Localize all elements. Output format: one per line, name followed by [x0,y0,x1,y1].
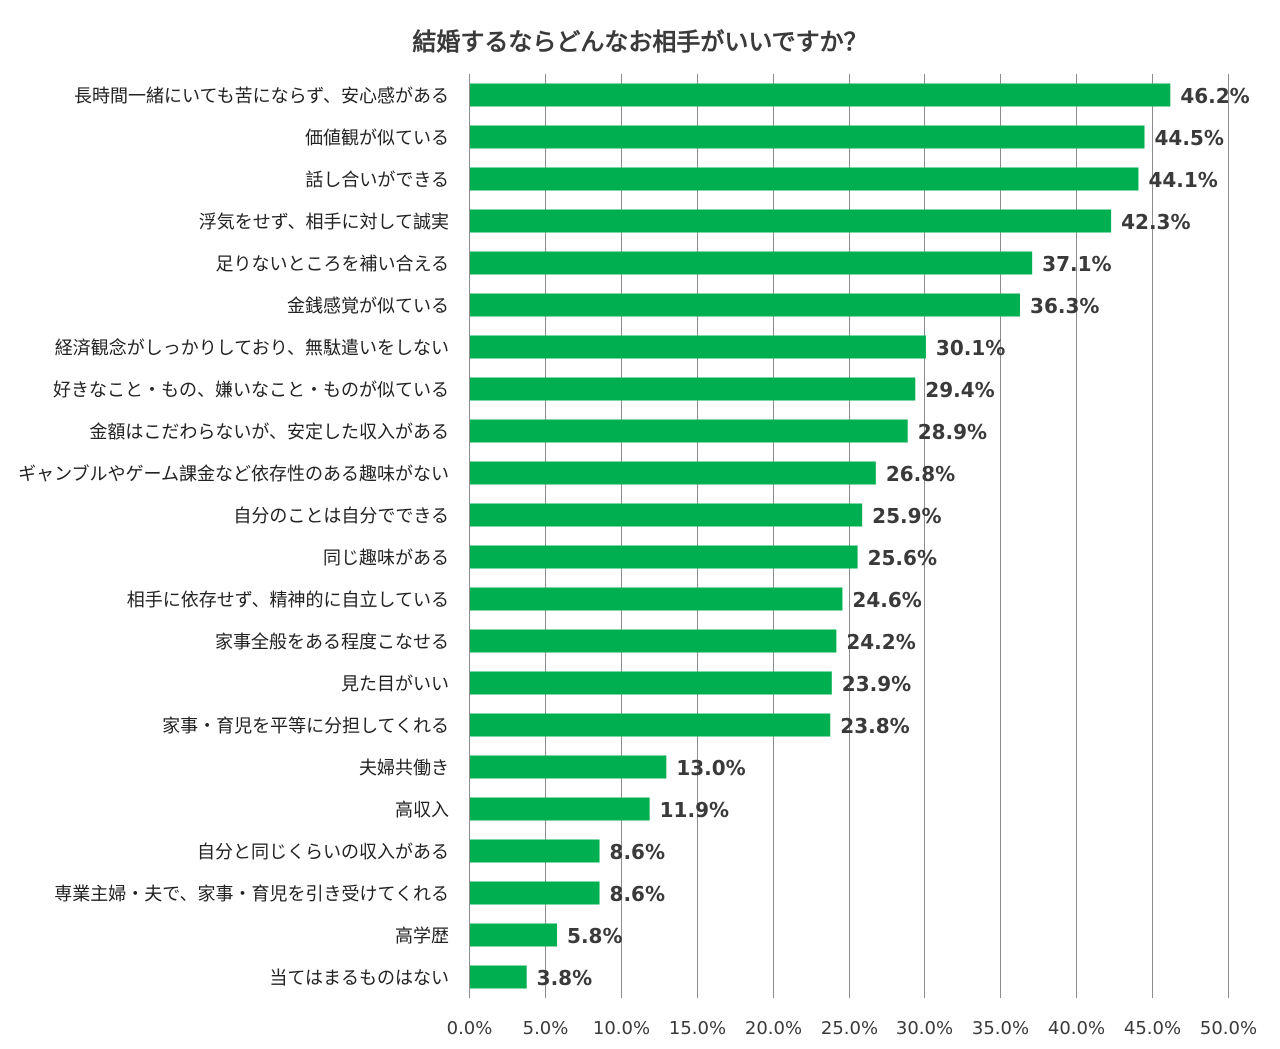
category-label: 自分と同じくらいの収入がある [197,842,449,863]
category-label: 価値観が似ている [305,128,449,149]
category-label: 家事全般をある程度こなせる [215,632,449,653]
value-label: 11.9% [660,798,729,822]
value-label: 23.9% [842,672,911,696]
category-label: 専業主婦・夫で、家事・育児を引き受けてくれる [54,884,449,905]
x-tick-label: 25.0% [821,1018,878,1039]
value-label: 3.8% [537,966,592,990]
bar [470,881,600,905]
category-label: 当てはまるものはない [269,968,449,989]
value-label: 37.1% [1042,252,1111,276]
bar [470,545,858,569]
category-label: 自分のことは自分でできる [233,506,449,527]
bar [470,923,558,947]
x-tick-label: 35.0% [972,1018,1029,1039]
value-label: 5.8% [567,924,622,948]
category-label: 夫婦共働き [359,758,449,779]
bar [470,83,1171,107]
x-tick-label: 0.0% [447,1018,493,1039]
bar [470,671,832,695]
category-label: 長時間一緒にいても苦にならず、安心感がある [74,86,449,107]
bar [470,209,1112,233]
value-label: 28.9% [918,420,987,444]
x-tick-label: 50.0% [1200,1018,1257,1039]
bar [470,125,1145,149]
category-label: ギャンブルやゲーム課金など依存性のある趣味がない [18,463,449,485]
category-label: 浮気をせず、相手に対して誠実 [199,212,449,233]
bar [470,797,650,821]
x-tick-label: 45.0% [1124,1018,1181,1039]
category-label: 足りないところを補い合える [216,254,449,275]
value-label: 24.2% [846,630,915,654]
bar [470,461,876,485]
value-label: 42.3% [1121,210,1190,234]
category-label: 同じ趣味がある [323,548,449,569]
value-label: 8.6% [610,840,665,864]
category-label: 家事・育児を平等に分担してくれる [162,716,449,737]
x-tick-label: 5.0% [523,1018,569,1039]
x-tick-label: 40.0% [1048,1018,1105,1039]
bar [470,293,1021,317]
x-tick-label: 15.0% [669,1018,726,1039]
bar [470,377,916,401]
value-label: 36.3% [1030,294,1099,318]
value-label: 30.1% [936,336,1005,360]
x-tick-label: 20.0% [745,1018,802,1039]
category-label: 好きなこと・もの、嫌いなこと・ものが似ている [53,380,449,401]
bar [470,251,1033,275]
label-layer: 0.0% 5.0% 10.0% 15.0% 20.0% 25.0% 30.0% 35.0% 40… [18,84,1257,1039]
value-label: 23.8% [840,714,909,738]
bar [470,755,667,779]
bar-layer [470,83,1171,989]
value-label: 44.1% [1148,168,1217,192]
x-tick-label: 30.0% [896,1018,953,1039]
bar [470,629,837,653]
bar [470,839,600,863]
value-label: 25.6% [868,546,937,570]
category-label: 高収入 [395,800,449,821]
value-label: 25.9% [872,504,941,528]
value-label: 24.6% [852,588,921,612]
value-label: 13.0% [676,756,745,780]
bar [470,419,908,443]
bar [470,167,1139,191]
bar [470,713,831,737]
category-label: 話し合いができる [305,170,449,191]
category-label: 金銭感覚が似ている [287,296,449,317]
value-label: 44.5% [1155,126,1224,150]
category-label: 金額はこだわらないが、安定した収入がある [89,422,449,443]
bar [470,335,926,359]
bar [470,503,863,527]
value-label: 46.2% [1180,84,1249,108]
category-label: 相手に依存せず、精神的に自立している [127,590,449,611]
chart-title: 結婚するならどんなお相手がいいですか？ [412,28,868,56]
x-tick-label: 10.0% [593,1018,650,1039]
bar [470,965,527,989]
category-label: 高学歴 [395,926,449,947]
value-label: 8.6% [610,882,665,906]
value-label: 29.4% [925,378,994,402]
value-label: 26.8% [886,462,955,486]
category-label: 見た目がいい [341,674,449,695]
category-label: 経済観念がしっかりしており、無駄遣いをしない [55,337,449,359]
bar [470,587,843,611]
